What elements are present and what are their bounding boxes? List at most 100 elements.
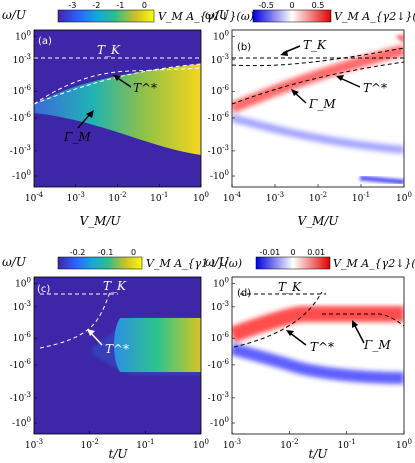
colorbar-tick-label: 0 — [142, 1, 147, 10]
panel-c: (c) T_K T^* V_M A_{γ1↓}(ω) -0.2 -0.1 0 ω/U… — [2, 248, 242, 461]
panel-b-gammam-curve — [232, 61, 404, 105]
panel-a-arrowhead-gammam — [86, 110, 94, 118]
colorbar-tick-label: 0 — [131, 248, 136, 257]
panel-d-arrowhead-tstar — [286, 330, 294, 336]
y-tick-label: -10-6 — [208, 358, 230, 371]
colorbar-tick-label: 0.01 — [307, 248, 325, 257]
y-tick-label: -100 — [210, 416, 229, 429]
x-tick-label: 10-3 — [266, 191, 284, 204]
panel-b-colorbar-label: V_M A_{γ2↓}(ω) — [334, 10, 415, 23]
panel-a: (a) T_K T^* Γ_M V_M A_{γ1↓}(ω) -3 -2 -1 0 ω… — [2, 1, 254, 228]
y-tick-label: 10-6 — [211, 331, 230, 344]
panel-b-annot-tstar: T^* — [363, 81, 387, 95]
colorbar-tick-label: -0.1 — [98, 248, 114, 257]
y-tick-label: -100 — [210, 169, 229, 182]
colorbar-tick-label: 0 — [290, 248, 295, 257]
y-tick-label: 100 — [15, 276, 31, 289]
panel-b: (b) T_K T^* Γ_M V_M A_{γ2↓}(ω) -0.500.5 … — [205, 1, 415, 228]
y-tick-label: 10-3 — [211, 300, 229, 313]
panel-b-annot-gammam: Γ_M — [308, 97, 336, 111]
y-tick-label: -10-3 — [10, 391, 31, 404]
panel-b-arrowhead-gammam — [291, 89, 299, 96]
panel-c-annot-tstar: T^* — [105, 342, 129, 356]
x-tick-label: 10-3 — [223, 438, 241, 451]
panel-c-spectral-band — [114, 318, 201, 372]
panel-b-blue-edge — [359, 175, 404, 185]
panel-b-arrowhead-tk — [280, 50, 288, 56]
y-tick-label: 10-3 — [13, 300, 31, 313]
panel-a-colorbar — [57, 9, 155, 23]
panel-b-y-ticks: 100 10-3 10-6 -10-6 -10-3 -100 — [208, 29, 235, 182]
panel-d-annot-gammam: Γ_M — [363, 338, 391, 352]
y-tick-label: 100 — [213, 29, 229, 42]
panel-d-annot-tstar: T^* — [310, 340, 334, 354]
panel-c-annot-tk: T_K — [103, 279, 127, 293]
panel-c-tstar-curve — [39, 291, 111, 349]
colorbar-tick-label: 0 — [289, 1, 294, 10]
panel-d-arrowhead-gammam — [352, 320, 358, 328]
y-tick-label: 10-3 — [13, 53, 31, 66]
x-tick-label: 10-2 — [280, 438, 298, 451]
panel-d-x-ticks: 10-3 10-2 10-1 100 — [223, 431, 412, 451]
panel-a-annot-gammam: Γ_M — [63, 130, 91, 144]
panel-b-colorbar — [252, 9, 332, 23]
panel-a-y-ticks: 100 10-3 10-6 -10-6 -10-3 -100 — [10, 29, 37, 182]
panel-b-annot-tk: T_K — [303, 38, 327, 52]
y-tick-label: -10-6 — [10, 358, 32, 371]
x-tick-label: 10-3 — [67, 191, 85, 204]
x-tick-label: 10-1 — [352, 191, 370, 204]
panel-d-colorbar-label: V_M A_{γ2↓}(ω) — [333, 257, 415, 270]
panel-d-frame — [231, 276, 405, 435]
panel-d: (d) T_K Γ_M T^* V_M A_{γ2↓}(ω) -0.01 0 0.0… — [205, 248, 415, 461]
panel-c-y-ticks: 100 10-3 10-6 -10-6 -10-3 -100 — [10, 276, 37, 429]
y-tick-label: -100 — [12, 169, 31, 182]
panel-d-xlabel: t/U — [309, 447, 329, 461]
panel-c-colorbar-ticks: -0.2 -0.1 0 — [70, 248, 136, 257]
panel-d-annot-tk: T_K — [278, 280, 302, 294]
x-tick-label: 100 — [193, 191, 209, 204]
panel-d-red-band — [232, 306, 404, 343]
panel-c-colorbar — [57, 256, 143, 270]
y-tick-label: 10-6 — [211, 84, 230, 97]
panel-b-blue-band — [232, 114, 404, 154]
colorbar-tick-label: -1 — [116, 1, 124, 10]
panel-c-arrowhead-tstar — [87, 329, 95, 336]
colorbar-tick-label: -0.01 — [260, 248, 281, 257]
panel-c-ylabel: ω/U — [2, 255, 27, 269]
panel-b-arrow-tstar — [339, 77, 361, 88]
y-tick-label: -10-3 — [10, 144, 31, 157]
panel-d-colorbar — [255, 256, 331, 270]
panel-a-arrowhead-tstar — [113, 75, 121, 81]
panel-d-tstar-curve — [233, 291, 323, 348]
x-tick-label: 10-2 — [108, 191, 126, 204]
panel-a-annot-tstar: T^* — [133, 81, 157, 95]
y-tick-label: -100 — [12, 416, 31, 429]
x-tick-label: 10-4 — [25, 191, 44, 204]
y-tick-label: -10-3 — [208, 144, 229, 157]
y-tick-label: -10-6 — [208, 111, 230, 124]
panel-c-xlabel: t/U — [109, 447, 129, 461]
colorbar-tick-label: -0.5 — [258, 1, 274, 10]
y-tick-label: 100 — [15, 29, 31, 42]
panel-d-y-ticks: 100 10-3 10-6 -10-6 -10-3 -100 — [208, 276, 235, 429]
panel-a-label: (a) — [38, 36, 52, 47]
x-tick-label: 10-2 — [81, 438, 99, 451]
y-tick-label: 10-6 — [13, 331, 32, 344]
x-tick-label: 10-4 — [223, 191, 242, 204]
y-tick-label: -10-6 — [10, 111, 32, 124]
panel-d-arrow-tstar — [289, 332, 307, 346]
x-tick-label: 100 — [193, 438, 209, 451]
x-tick-label: 10-2 — [309, 191, 327, 204]
panel-b-label: (b) — [237, 42, 251, 53]
colorbar-tick-label: -0.2 — [70, 248, 86, 257]
panel-a-x-ticks: 10-4 10-3 10-2 10-1 100 — [25, 184, 209, 204]
panel-b-tstar-curve — [232, 47, 404, 67]
panel-d-ylabel: ω/U — [205, 255, 230, 269]
x-tick-label: 10-3 — [25, 438, 43, 451]
y-tick-label: 100 — [213, 276, 229, 289]
panel-b-colorbar-ticks: -0.5 0 0.5 — [258, 1, 324, 10]
panel-b-x-ticks: 10-4 10-3 10-2 10-1 100 — [223, 184, 412, 204]
panel-a-colorbar-label: V_M A_{γ1↓}(ω) — [158, 10, 254, 23]
panel-c-label: (c) — [37, 284, 50, 295]
panel-a-xlabel: V_M/U — [79, 214, 121, 228]
